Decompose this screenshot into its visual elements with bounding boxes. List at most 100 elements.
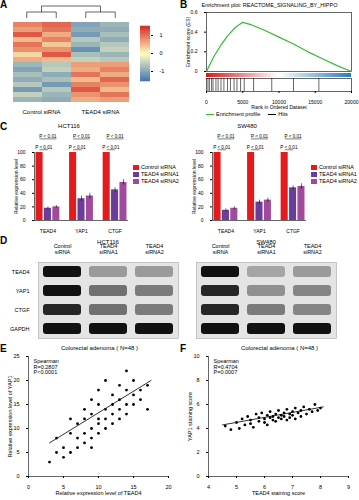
svg-text:TEAD4siRNA1: TEAD4siRNA1 — [257, 243, 276, 255]
svg-text:P < 0.01: P < 0.01 — [102, 145, 120, 150]
svg-text:Enrichment score (ES): Enrichment score (ES) — [185, 17, 191, 68]
html-text:Hits: Hits — [278, 111, 288, 117]
html-text:F: F — [180, 343, 187, 354]
svg-text:YAP1: YAP1 — [16, 288, 30, 294]
svg-text:TEAD4siRNA2: TEAD4siRNA2 — [303, 243, 322, 255]
svg-text:Relative expression level of Y: Relative expression level of YAP1 — [7, 375, 13, 457]
svg-text:10: 10 — [95, 484, 102, 491]
svg-text:TEAD4siRNA1: TEAD4siRNA1 — [99, 243, 118, 255]
html-text:TEAD4 siRNA1: TEAD4 siRNA1 — [141, 171, 179, 177]
svg-text:P < 0.01: P < 0.01 — [213, 145, 231, 150]
svg-text:YAP1: YAP1 — [75, 228, 88, 234]
svg-text:P < 0.01: P < 0.01 — [39, 134, 57, 139]
svg-text:20: 20 — [198, 204, 204, 210]
svg-text:Relative expression level: Relative expression level — [191, 159, 197, 214]
svg-text:5000: 5000 — [237, 99, 248, 105]
svg-text:TEAD4: TEAD4 — [218, 228, 234, 234]
svg-text:P < 0.01: P < 0.01 — [284, 134, 302, 139]
svg-text:Rank in Ordered Dataset: Rank in Ordered Dataset — [251, 104, 307, 110]
svg-text:P < 0.01: P < 0.01 — [280, 145, 298, 150]
html-text:C: C — [0, 121, 8, 132]
svg-text:60: 60 — [198, 176, 204, 182]
svg-text:80: 80 — [198, 163, 204, 169]
svg-text:2: 2 — [196, 449, 199, 455]
svg-text:100: 100 — [17, 149, 26, 155]
svg-text:10: 10 — [193, 353, 199, 359]
svg-text:CTGF: CTGF — [15, 307, 31, 313]
svg-text:GAPDH: GAPDH — [10, 326, 30, 332]
svg-text:-1: -1 — [160, 68, 165, 74]
svg-text:YAP1 staining score: YAP1 staining score — [187, 392, 193, 441]
svg-text:CTGF: CTGF — [286, 228, 300, 234]
svg-text:15: 15 — [13, 401, 19, 407]
svg-text:25: 25 — [13, 353, 19, 359]
svg-text:100: 100 — [195, 149, 204, 155]
html-text:D: D — [0, 235, 8, 246]
html-text:Enrichment plot: REACTOME_SIGN: Enrichment plot: REACTOME_SIGNALING_BY_H… — [201, 2, 338, 8]
svg-text:P < 0.01: P < 0.01 — [106, 134, 124, 139]
svg-text:0: 0 — [27, 484, 30, 490]
svg-text:15000: 15000 — [308, 99, 322, 105]
svg-text:TEAD4 staining score: TEAD4 staining score — [252, 490, 305, 496]
svg-text:10: 10 — [13, 425, 19, 431]
svg-text:10000: 10000 — [272, 99, 286, 106]
svg-text:8: 8 — [196, 377, 199, 383]
svg-text:9: 9 — [347, 484, 350, 490]
svg-text:Relative expression level: Relative expression level — [13, 159, 19, 214]
svg-text:40: 40 — [20, 190, 26, 196]
svg-text:6: 6 — [196, 401, 199, 407]
svg-text:0: 0 — [160, 50, 163, 56]
svg-text:60: 60 — [20, 176, 26, 182]
html-text:Control siRNA: Control siRNA — [319, 164, 354, 170]
svg-text:0.2: 0.2 — [191, 48, 198, 54]
svg-text:20: 20 — [165, 484, 171, 490]
svg-text:P < 0.01: P < 0.01 — [247, 145, 265, 150]
html-text:B: B — [180, 0, 188, 10]
svg-text:0: 0 — [201, 217, 204, 223]
html-text:TEAD4 siRNA2: TEAD4 siRNA2 — [141, 178, 179, 184]
html-text:Control siRNA: Control siRNA — [141, 164, 176, 170]
svg-text:0: 0 — [196, 473, 199, 479]
svg-text:1: 1 — [160, 32, 163, 38]
svg-text:ControlsiRNA: ControlsiRNA — [54, 243, 72, 255]
svg-text:TEAD4: TEAD4 — [40, 228, 56, 234]
svg-text:SpearmanR=0.2807P<0.0001: SpearmanR=0.2807P<0.0001 — [34, 358, 59, 375]
html-text:A: A — [0, 0, 8, 10]
html-text:SW480: SW480 — [237, 123, 257, 129]
svg-text:P < 0.01: P < 0.01 — [69, 145, 87, 150]
svg-text:15: 15 — [130, 484, 137, 491]
html-text:TEAD4 siRNA: TEAD4 siRNA — [81, 109, 120, 115]
svg-text:P < 0.01: P < 0.01 — [251, 134, 269, 139]
svg-text:4: 4 — [196, 425, 199, 431]
svg-text:20: 20 — [20, 204, 26, 210]
html-text:TEAD4 siRNA1: TEAD4 siRNA1 — [319, 171, 357, 177]
svg-text:SpearmanR=0.4704P=0.0007: SpearmanR=0.4704P=0.0007 — [214, 358, 239, 375]
svg-text:TEAD4: TEAD4 — [12, 269, 30, 275]
svg-text:Relative expression level of T: Relative expression level of TEAD4 — [55, 490, 141, 496]
html-text:Enrichment profile: Enrichment profile — [216, 111, 261, 117]
svg-text:0: 0 — [205, 99, 208, 105]
svg-text:ControlsiRNA: ControlsiRNA — [212, 243, 230, 255]
svg-text:8: 8 — [319, 484, 322, 490]
svg-text:5: 5 — [235, 484, 238, 490]
svg-text:40: 40 — [198, 190, 204, 196]
svg-text:20: 20 — [13, 377, 19, 383]
svg-text:P < 0.01: P < 0.01 — [35, 145, 53, 150]
svg-text:CTGF: CTGF — [108, 228, 122, 234]
svg-text:P < 0.01: P < 0.01 — [217, 134, 235, 139]
svg-text:5: 5 — [16, 449, 19, 455]
svg-text:TEAD4siRNA2: TEAD4siRNA2 — [145, 243, 164, 255]
html-text:E: E — [0, 343, 7, 354]
svg-text:20000: 20000 — [345, 99, 359, 105]
svg-text:0.6: 0.6 — [191, 9, 198, 15]
svg-text:P < 0.01: P < 0.01 — [73, 134, 91, 139]
html-text:Control siRNA: Control siRNA — [22, 109, 61, 115]
svg-text:80: 80 — [20, 163, 26, 169]
svg-text:0.4: 0.4 — [191, 29, 198, 35]
html-text:HCT116: HCT116 — [58, 123, 80, 129]
svg-text:0: 0 — [23, 217, 26, 223]
svg-text:0: 0 — [195, 68, 198, 74]
svg-text:4: 4 — [207, 484, 210, 490]
svg-text:0: 0 — [16, 473, 19, 479]
svg-text:YAP1: YAP1 — [253, 228, 266, 234]
